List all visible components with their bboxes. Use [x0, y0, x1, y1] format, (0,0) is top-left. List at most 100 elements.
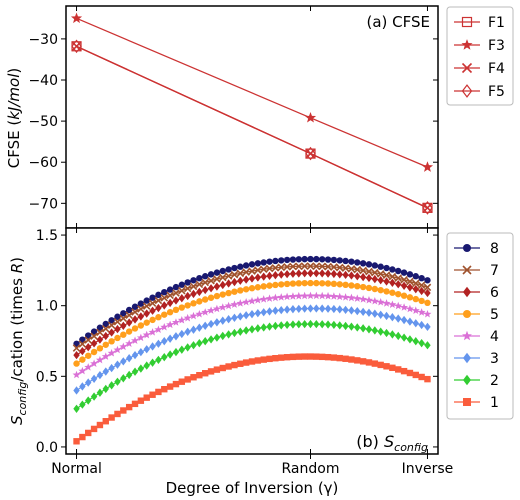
point-5-2-shape: [85, 352, 92, 359]
point-5-13: [149, 316, 156, 324]
point-7-10-stroke2: [131, 308, 139, 316]
point-8-6-shape: [108, 317, 115, 324]
point-7-13-stroke2: [148, 299, 157, 308]
point-2-37-shape: [289, 320, 297, 329]
point-5-26: [225, 289, 232, 297]
point-5-28: [237, 287, 244, 294]
point-5-11-shape: [137, 322, 145, 329]
point-5-18-shape: [178, 304, 186, 311]
panel-b: 0.0 0.5 1.0 1.5 (b) Sconfig Sconfig/cation …: [8, 227, 439, 456]
point-5-53: [383, 288, 390, 295]
point-F5-1: [305, 146, 316, 161]
point-4-9: [125, 339, 134, 347]
point-4-5-shape: [101, 352, 110, 360]
point-8-14-shape: [155, 291, 162, 299]
point-5-6-shape: [108, 338, 115, 345]
point-3-39-shape: [301, 304, 308, 313]
point-7-22: [201, 278, 209, 287]
point-3-6: [108, 363, 115, 373]
point-4-54-shape: [388, 300, 397, 308]
point-3-15: [161, 337, 168, 346]
point-6-26: [225, 279, 232, 288]
point-2-38-shape: [295, 320, 302, 329]
point-3-22: [202, 321, 209, 330]
legend-a-item-F1: F1: [454, 15, 505, 31]
point-3-25-shape: [219, 316, 226, 325]
point-4-1-shape: [78, 366, 87, 375]
point-2-44: [330, 320, 338, 330]
point-5-36: [283, 280, 291, 288]
point-5-30: [248, 285, 256, 292]
point-8-41-shape: [313, 255, 320, 263]
point-5-7: [114, 334, 121, 342]
legend-b-item-1: 1: [454, 395, 499, 411]
point-6-6: [108, 328, 115, 337]
point-5-51-shape: [371, 285, 379, 293]
panel-b-ticks: 0.0 0.5 1.0 1.5: [36, 228, 438, 456]
point-5-60-shape: [424, 299, 431, 307]
panel-a-label: (a) CFSE: [366, 13, 430, 31]
point-7-9: [125, 311, 133, 319]
point-3-39: [301, 304, 308, 313]
point-8-59: [418, 274, 425, 282]
point-5-3-shape: [90, 348, 98, 356]
point-1-35: [278, 354, 285, 361]
point-4-52-shape: [376, 298, 385, 306]
x-tick-label: Inverse: [402, 461, 454, 477]
panel-a-legend: F1 F3 F4 F5: [446, 6, 514, 106]
point-8-45: [336, 257, 343, 264]
point-7-48: [353, 265, 362, 274]
point-4-17: [172, 318, 180, 326]
point-3-35: [278, 305, 285, 315]
legend-b-item-4: 4: [454, 329, 499, 345]
point-7-3: [90, 332, 98, 340]
point-7-12: [142, 302, 151, 310]
point-6-32: [260, 272, 267, 281]
point-2-58-shape: [412, 337, 419, 346]
point-7-7-stroke2: [113, 317, 122, 326]
point-3-28-shape: [237, 312, 244, 321]
point-2-21: [196, 339, 203, 348]
point-2-39-shape: [301, 319, 308, 329]
point-7-12-stroke2: [142, 302, 151, 310]
legend-b-marker-shape: [462, 330, 472, 341]
point-F3-0: [70, 12, 83, 24]
point-1-43: [324, 353, 332, 361]
legend-b-label: 4: [490, 329, 499, 345]
point-8-26-shape: [225, 266, 232, 273]
point-5-8: [120, 331, 127, 338]
point-4-11: [136, 333, 145, 342]
point-3-34-shape: [272, 306, 279, 315]
point-1-28: [237, 360, 244, 367]
point-2-53: [383, 328, 390, 338]
point-2-34-shape: [272, 321, 279, 331]
point-2-8-shape: [120, 374, 127, 383]
point-4-4: [95, 355, 104, 364]
point-1-6-shape: [108, 414, 115, 421]
point-1-44: [330, 354, 338, 361]
point-8-45-shape: [336, 257, 343, 264]
point-5-59-shape: [418, 297, 425, 305]
point-8-8: [120, 310, 127, 317]
point-2-43: [324, 320, 332, 329]
point-7-59: [417, 281, 426, 290]
point-4-41: [312, 291, 321, 300]
point-8-33: [266, 258, 273, 265]
point-2-2: [85, 396, 92, 405]
panel-a-points: [70, 12, 434, 215]
panel-a-ytick-label: −30: [28, 32, 58, 48]
point-7-30: [248, 267, 256, 275]
point-6-27-shape: [231, 277, 238, 287]
legend-b-marker: [462, 265, 472, 275]
point-3-48: [354, 306, 361, 316]
point-6-57-shape: [406, 283, 414, 292]
point-6-54-shape: [389, 278, 396, 287]
point-3-0: [73, 386, 80, 395]
point-6-59: [418, 286, 425, 296]
point-4-21: [195, 309, 204, 318]
point-8-58-shape: [412, 273, 419, 280]
point-4-19: [183, 313, 192, 322]
point-7-21-stroke2: [195, 280, 204, 289]
point-6-59-shape: [418, 286, 425, 296]
point-4-34-shape: [271, 293, 280, 302]
